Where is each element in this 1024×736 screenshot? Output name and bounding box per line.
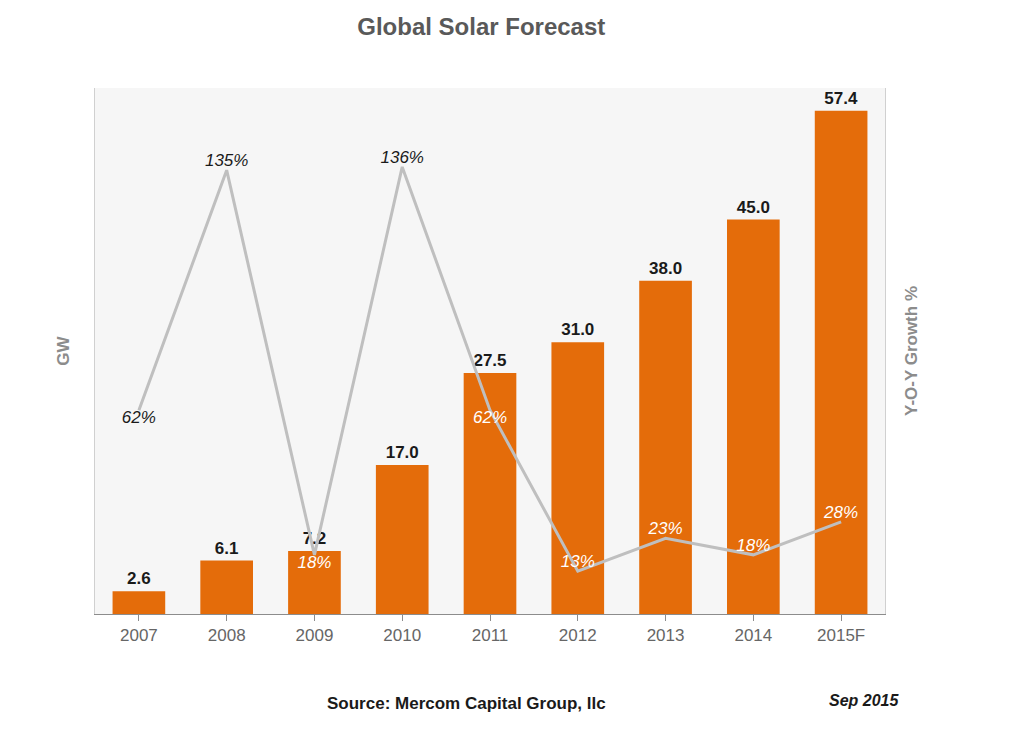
svg-text:Sep 2015: Sep 2015 xyxy=(829,692,899,709)
svg-text:13%: 13% xyxy=(561,552,595,571)
svg-text:18%: 18% xyxy=(736,536,770,555)
svg-text:62%: 62% xyxy=(122,408,156,427)
svg-text:2010: 2010 xyxy=(383,626,421,645)
svg-text:31.0: 31.0 xyxy=(561,320,594,339)
svg-text:135%: 135% xyxy=(205,151,248,170)
svg-text:2007: 2007 xyxy=(120,626,158,645)
svg-text:Source: Mercom Capital Group,: Source: Mercom Capital Group, llc xyxy=(327,694,606,713)
svg-text:7.2: 7.2 xyxy=(303,529,327,548)
svg-text:27.5: 27.5 xyxy=(473,351,506,370)
svg-text:Y-O-Y Growth %: Y-O-Y Growth % xyxy=(902,286,921,416)
svg-text:136%: 136% xyxy=(380,148,423,167)
svg-text:2008: 2008 xyxy=(208,626,246,645)
svg-text:Global Solar Forecast: Global Solar Forecast xyxy=(357,13,605,40)
svg-text:45.0: 45.0 xyxy=(737,198,770,217)
svg-text:GW: GW xyxy=(54,335,73,365)
svg-text:2009: 2009 xyxy=(296,626,334,645)
svg-text:2012: 2012 xyxy=(559,626,597,645)
svg-text:2014: 2014 xyxy=(734,626,772,645)
svg-text:23%: 23% xyxy=(648,519,683,538)
svg-text:38.0: 38.0 xyxy=(649,259,682,278)
svg-text:18%: 18% xyxy=(297,553,331,572)
svg-text:2015F: 2015F xyxy=(817,626,865,645)
svg-text:28%: 28% xyxy=(823,503,858,522)
svg-text:2.6: 2.6 xyxy=(127,569,151,588)
svg-text:2013: 2013 xyxy=(647,626,685,645)
svg-text:57.4: 57.4 xyxy=(824,89,858,108)
svg-text:2011: 2011 xyxy=(472,626,509,645)
svg-text:6.1: 6.1 xyxy=(215,539,239,558)
svg-text:17.0: 17.0 xyxy=(386,443,419,462)
svg-text:62%: 62% xyxy=(473,408,507,427)
